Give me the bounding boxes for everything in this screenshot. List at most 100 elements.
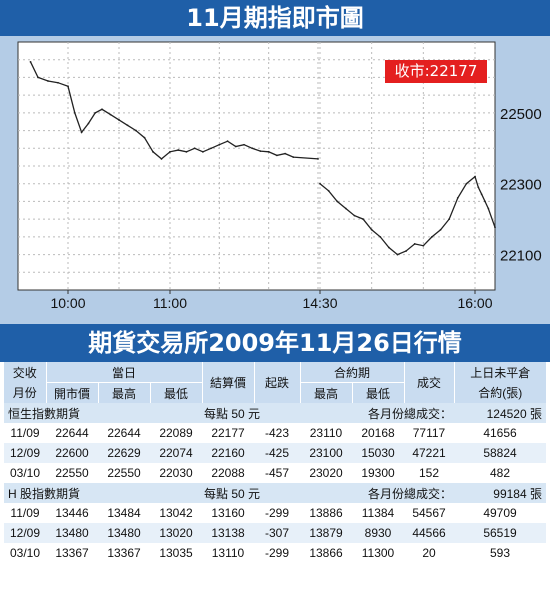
section-per-point: 每點 50 元 bbox=[202, 403, 300, 423]
data-point bbox=[37, 76, 39, 79]
data-point bbox=[413, 243, 416, 245]
table-cell: 13020 bbox=[150, 523, 202, 543]
data-point bbox=[109, 113, 112, 116]
data-point bbox=[67, 85, 69, 88]
table-cell: 13879 bbox=[300, 523, 352, 543]
chart-title: 11月期指即市圖 bbox=[0, 0, 550, 36]
table-cell: 20168 bbox=[352, 423, 404, 443]
table-cell: -307 bbox=[254, 523, 300, 543]
low-header: 最低 bbox=[149, 382, 202, 403]
data-point bbox=[465, 182, 468, 185]
data-point bbox=[152, 150, 154, 153]
table-cell: 13110 bbox=[202, 543, 254, 563]
data-point bbox=[477, 186, 480, 189]
table-cell: 12/09 bbox=[4, 523, 46, 543]
table-cell: 22089 bbox=[150, 423, 202, 443]
today-header: 當日 bbox=[45, 362, 202, 383]
data-point bbox=[226, 140, 229, 143]
month-header: 月份 bbox=[4, 382, 46, 403]
data-point bbox=[439, 228, 442, 231]
table-cell: 13886 bbox=[300, 503, 352, 523]
data-point bbox=[126, 124, 129, 127]
table-cell: 11300 bbox=[352, 543, 404, 563]
y-tick-label: 22500 bbox=[500, 106, 542, 123]
open-header: 開市價 bbox=[45, 382, 98, 403]
data-point bbox=[405, 250, 408, 252]
data-point bbox=[422, 244, 425, 247]
x-tick-label: 10:00 bbox=[50, 295, 85, 311]
plot-area bbox=[17, 41, 496, 291]
table-cell: 41656 bbox=[454, 423, 546, 443]
table-row: 11/09 13446 13484 13042 13160 -299 13886 11384 5… bbox=[4, 503, 546, 523]
section-header: 恒生指數期貨 每點 50 元各月份總成交： 124520 張 bbox=[4, 403, 546, 423]
section-total-label: 各月份總成交： bbox=[300, 483, 454, 503]
data-point bbox=[480, 193, 483, 196]
oi-header: 上日未平倉 bbox=[453, 362, 546, 383]
table-cell: 22600 bbox=[46, 443, 98, 463]
table-cell: 54567 bbox=[404, 503, 454, 523]
table-cell: 13138 bbox=[202, 523, 254, 543]
oi-unit-header: 合約(張) bbox=[453, 382, 546, 403]
data-point bbox=[169, 150, 171, 153]
data-point bbox=[185, 150, 188, 153]
data-point bbox=[94, 111, 97, 114]
data-point bbox=[474, 175, 476, 178]
table-cell: 23100 bbox=[300, 443, 352, 463]
table-cell: 77117 bbox=[404, 423, 454, 443]
table-cell: 22644 bbox=[46, 423, 98, 443]
table-cell: 47221 bbox=[404, 443, 454, 463]
contract-high-header: 最高 bbox=[299, 382, 352, 403]
high-header: 最高 bbox=[97, 382, 150, 403]
table-cell: 03/10 bbox=[4, 543, 46, 563]
data-point bbox=[267, 150, 270, 153]
data-point bbox=[243, 143, 245, 146]
section-per-point: 每點 50 元 bbox=[202, 483, 300, 503]
data-point bbox=[275, 154, 278, 157]
data-point bbox=[177, 149, 180, 151]
x-tick-label: 14:30 bbox=[302, 295, 337, 311]
col-delivery-header: 交收 bbox=[4, 362, 46, 383]
data-point bbox=[431, 235, 433, 238]
data-point bbox=[218, 143, 221, 146]
section-name: 恒生指數期貨 bbox=[4, 403, 202, 423]
table-cell: 13160 bbox=[202, 503, 254, 523]
table-cell: 22160 bbox=[202, 443, 254, 463]
table-row: 03/10 13367 13367 13035 13110 -299 13866 11300 2… bbox=[4, 543, 546, 563]
table-cell: -423 bbox=[254, 423, 300, 443]
futures-table: 交收 當日 結算價 起跌 合約期 成交 上日未平倉 月份 開市價 最高 最低 最… bbox=[4, 362, 546, 563]
section-total: 124520 張 bbox=[454, 403, 546, 423]
data-point bbox=[387, 246, 390, 249]
table-cell: -457 bbox=[254, 463, 300, 483]
data-point bbox=[319, 182, 321, 185]
data-point bbox=[57, 81, 59, 84]
x-tick-label: 11:00 bbox=[153, 295, 187, 311]
data-point bbox=[47, 80, 49, 82]
table-cell: 13035 bbox=[150, 543, 202, 563]
data-point bbox=[259, 150, 262, 153]
data-point bbox=[251, 147, 254, 150]
table-cell: 152 bbox=[404, 463, 454, 483]
price-line bbox=[319, 175, 496, 256]
table-cell: 44566 bbox=[404, 523, 454, 543]
data-point bbox=[73, 111, 76, 114]
table-title: 期貨交易所2009年11月26日行情 bbox=[0, 324, 550, 362]
data-point bbox=[201, 150, 204, 153]
data-point bbox=[210, 147, 213, 150]
y-tick-label: 22100 bbox=[500, 248, 542, 265]
data-point bbox=[327, 189, 330, 192]
data-point bbox=[317, 158, 319, 160]
settle-header: 結算價 bbox=[201, 362, 254, 403]
table-cell: 19300 bbox=[352, 463, 404, 483]
table-cell: 13480 bbox=[98, 523, 150, 543]
table-cell: 13484 bbox=[98, 503, 150, 523]
data-point bbox=[80, 131, 83, 134]
data-point bbox=[87, 122, 90, 125]
table-cell: 593 bbox=[454, 543, 546, 563]
data-point bbox=[29, 60, 32, 63]
table-cell: 22629 bbox=[98, 443, 150, 463]
y-tick-label: 22300 bbox=[500, 177, 542, 194]
table-cell: 482 bbox=[454, 463, 546, 483]
volume-header: 成交 bbox=[403, 362, 454, 403]
table-cell: 56519 bbox=[454, 523, 546, 543]
price-line bbox=[29, 61, 319, 160]
